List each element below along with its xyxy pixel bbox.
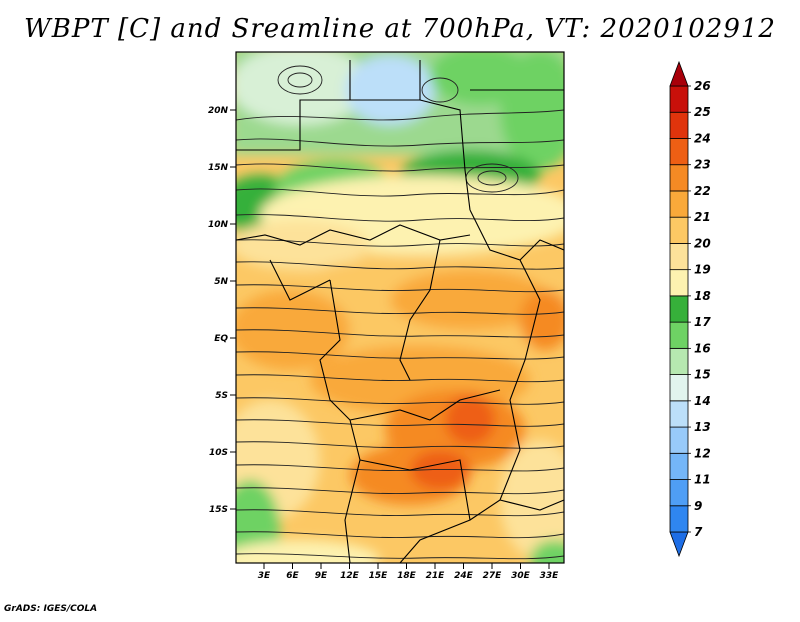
colorbar-label: 23 <box>694 158 711 172</box>
lon-label: 24E <box>454 571 474 581</box>
colorbar-label: 22 <box>694 184 711 198</box>
colorbar-box <box>669 295 689 323</box>
colorbar-box <box>669 452 689 480</box>
colorbar-box <box>669 426 689 454</box>
colorbar-box <box>669 505 689 533</box>
wbpt-shading <box>236 52 564 563</box>
lon-label: 30E <box>511 571 531 581</box>
colorbar-box <box>669 479 689 507</box>
lon-label: 33E <box>540 571 560 581</box>
lat-label: 15S <box>209 505 228 515</box>
lon-label: 15E <box>369 571 389 581</box>
colorbar: 7 9 11 12 13 14 15 16 17 18 19 20 21 22 23 24 25 26 <box>669 60 711 558</box>
lat-label: EQ <box>214 334 228 344</box>
colorbar-label: 15 <box>694 368 711 382</box>
country-borders <box>236 60 564 563</box>
colorbar-label: 14 <box>694 394 711 408</box>
axis-labels: 20N 15N 10N 5N EQ 5S 10S 15S 3E 6E 9E 12E 15E 18E 21E… <box>208 106 559 581</box>
colorbar-box <box>669 190 689 218</box>
colorbar-box <box>669 269 689 297</box>
colorbar-label: 12 <box>694 446 711 460</box>
map-title: WBPT [C] and Sreamline at 700hPa, VT: 20… <box>24 14 776 44</box>
colorbar-label: 26 <box>694 79 711 93</box>
lat-label: 15N <box>208 163 229 173</box>
streamlines <box>236 65 564 560</box>
lat-label: 10N <box>208 220 229 230</box>
latitude-axis: 20N 15N 10N 5N EQ 5S 10S 15S <box>208 106 236 515</box>
colorbar-low-arrow <box>669 531 689 558</box>
colorbar-box <box>669 85 689 113</box>
lon-label: 21E <box>426 571 446 581</box>
longitude-axis: 3E 6E 9E 12E 15E 18E 21E 24E 27E 30E 33E <box>258 563 559 581</box>
colorbar-label: 7 <box>694 525 703 539</box>
lon-label: 9E <box>315 571 328 581</box>
colorbar-label: 19 <box>694 263 711 277</box>
colorbar-label: 25 <box>694 105 711 119</box>
lon-label: 6E <box>286 571 299 581</box>
colorbar-box <box>669 374 689 402</box>
colorbar-high-arrow <box>669 60 689 87</box>
colorbar-label: 16 <box>694 341 711 355</box>
lon-label: 12E <box>340 571 360 581</box>
colorbar-label: 20 <box>694 236 711 250</box>
colorbar-label: 18 <box>694 289 711 303</box>
colorbar-box <box>669 111 689 139</box>
colorbar-box <box>669 243 689 271</box>
lat-label: 5S <box>215 391 228 401</box>
lon-label: 27E <box>483 571 503 581</box>
lat-label: 10S <box>209 448 228 458</box>
colorbar-label: 11 <box>694 473 711 487</box>
lat-label: 20N <box>208 106 229 116</box>
lon-label: 18E <box>397 571 417 581</box>
colorbar-label: 13 <box>694 420 711 434</box>
colorbar-label: 17 <box>694 315 711 329</box>
colorbar-box <box>669 400 689 428</box>
colorbar-label: 24 <box>694 131 711 145</box>
colorbar-box <box>669 164 689 192</box>
map-frame <box>235 51 565 564</box>
colorbar-box <box>669 347 689 375</box>
colorbar-box <box>669 216 689 244</box>
colorbar-box <box>669 321 689 349</box>
colorbar-box <box>669 138 689 166</box>
lat-label: 5N <box>214 277 228 287</box>
colorbar-label: 21 <box>694 210 711 224</box>
colorbar-label: 9 <box>694 499 702 513</box>
grads-credit: GrADS: IGES/COLA <box>4 604 98 614</box>
lon-label: 3E <box>258 571 271 581</box>
